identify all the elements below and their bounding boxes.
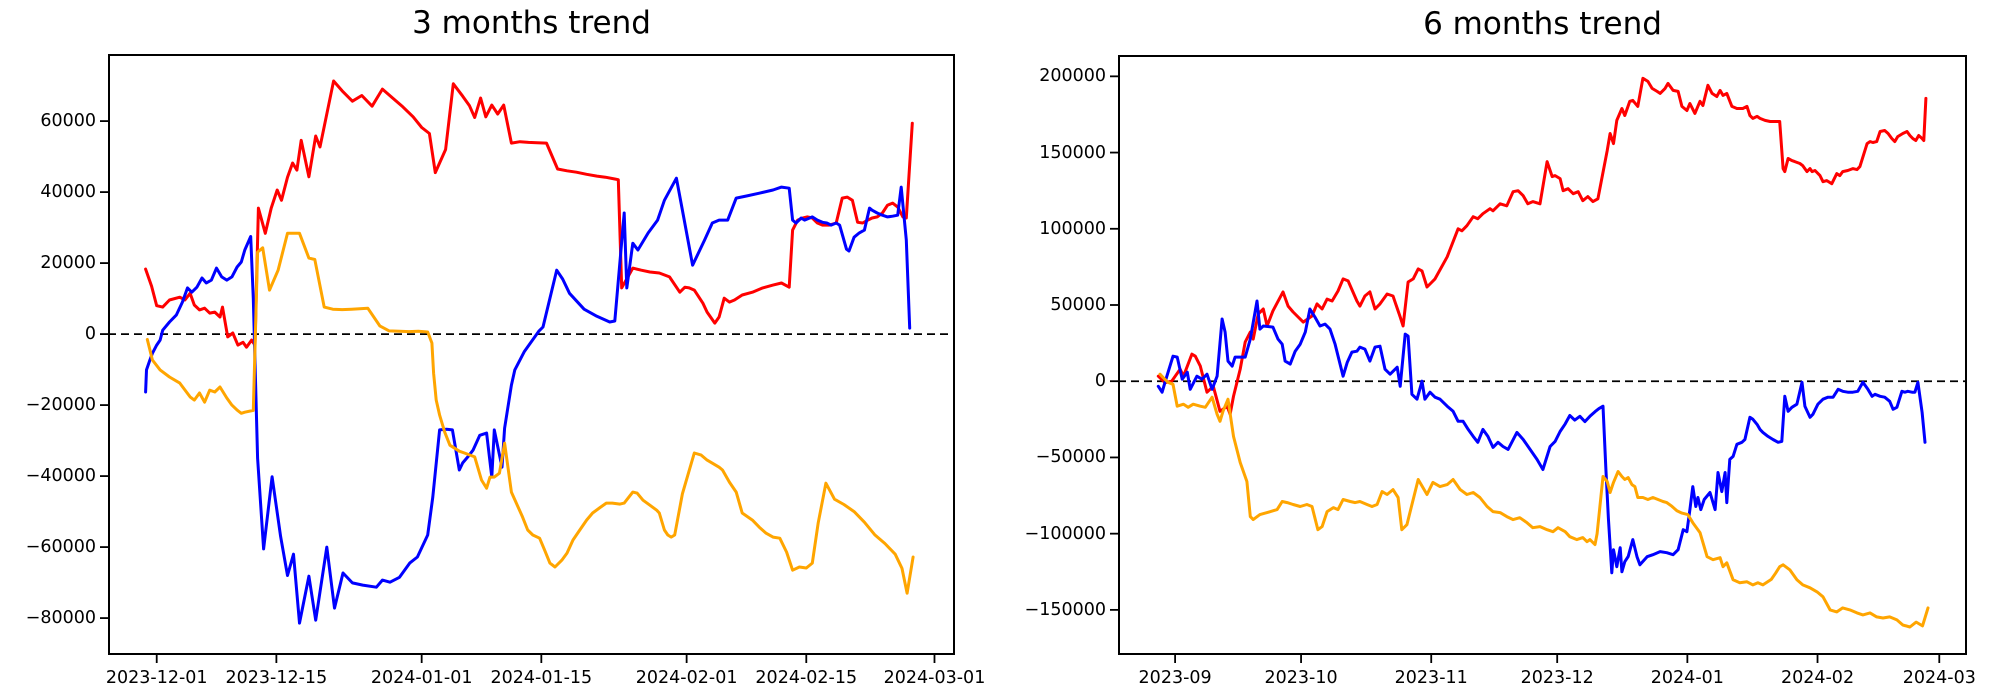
x-tick-label: 2024-03 (1902, 668, 1976, 688)
y-tick-label: −100000 (1024, 523, 1106, 544)
y-tick-label: 20000 (40, 253, 96, 274)
y-tick-label: −20000 (25, 395, 96, 416)
plot-area-3-months: 2023-12-01 2023-12-15 2024-01-01 2024-01-15… (26, 54, 985, 688)
x-tick-label: 2024-01-15 (490, 668, 593, 688)
y-tick-label: −60000 (25, 537, 96, 558)
y-tick-label: 50000 (1050, 295, 1106, 315)
plot-area-6-months: 2023-09 2023-10 2023-11 2023-12 2024-01 2024-… (1025, 55, 1976, 688)
x-tick-label: 2023-09 (1138, 668, 1212, 688)
x-tick-label: 2024-02-01 (635, 668, 738, 688)
y-tick-label: 40000 (40, 182, 96, 203)
x-tick-label: 2023-10 (1264, 668, 1338, 688)
axes-border (1118, 55, 1967, 655)
x-tick-label: 2023-12-15 (225, 668, 328, 688)
x-tick-label: 2024-02-15 (755, 668, 858, 688)
x-tick-label: 2024-01 (1650, 668, 1724, 688)
y-tick-label: 150000 (1039, 142, 1106, 163)
y-tick-label: −150000 (1024, 599, 1106, 620)
y-tick-label: −80000 (25, 608, 96, 629)
x-tick-label: 2023-12 (1520, 668, 1594, 688)
red-line (144, 79, 914, 349)
plot-canvas (100, 54, 955, 663)
y-tick-label: −50000 (1035, 447, 1106, 468)
blue-line (1156, 299, 1927, 575)
x-tick-label: 2023-12-01 (105, 668, 208, 688)
x-tick-label: 2024-02 (1780, 668, 1855, 688)
y-tick-label: −40000 (25, 466, 96, 487)
y-tick-label: 200000 (1039, 66, 1106, 87)
x-tick-label: 2023-11 (1394, 668, 1468, 688)
axes-border (108, 54, 955, 655)
plot-canvas (1110, 55, 1967, 663)
orange-line (145, 231, 915, 595)
y-tick-label: 60000 (40, 111, 96, 132)
orange-line (1158, 372, 1930, 629)
y-tick-label: 0 (84, 324, 96, 345)
y-tick-label: 100000 (1039, 218, 1106, 239)
red-line (1156, 76, 1928, 416)
x-tick-label: 2024-03-01 (883, 668, 986, 688)
y-tick-label: 0 (1094, 371, 1106, 392)
blue-line (144, 176, 912, 625)
x-tick-label: 2024-01-01 (370, 668, 473, 688)
chart-title-6-months: 6 months trend (1423, 6, 1662, 42)
chart-title-3-months: 3 months trend (412, 5, 651, 41)
